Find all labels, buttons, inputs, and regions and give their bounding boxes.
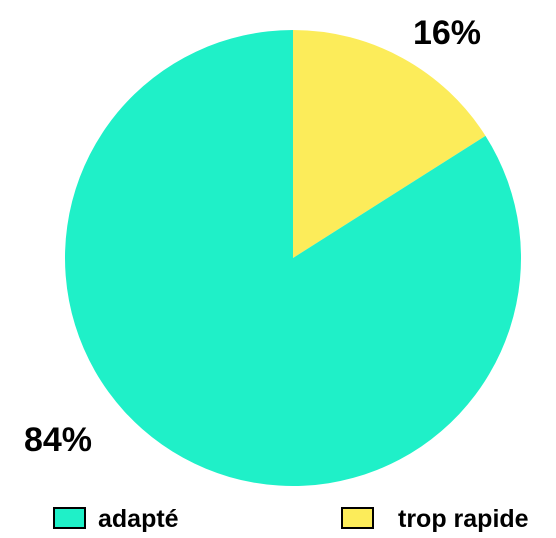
legend-label: trop rapide: [398, 505, 529, 533]
legend-item-trop-rapide: trop rapide: [341, 505, 529, 533]
legend-item-adapte: adapté: [53, 505, 179, 533]
legend-swatch: [341, 507, 374, 529]
legend-swatch: [53, 507, 86, 529]
data-label-adapte: 84%: [24, 421, 92, 459]
pie-slices: [65, 30, 522, 486]
chart-legend: adapté trop rapide: [53, 505, 529, 533]
legend-label: adapté: [98, 505, 179, 533]
pie-data-labels: 16% 84%: [24, 14, 481, 459]
data-label-trop-rapide: 16%: [413, 14, 481, 52]
pie-slice-trop-rapide: [293, 30, 486, 258]
pie-slice-adapte: [65, 30, 522, 486]
